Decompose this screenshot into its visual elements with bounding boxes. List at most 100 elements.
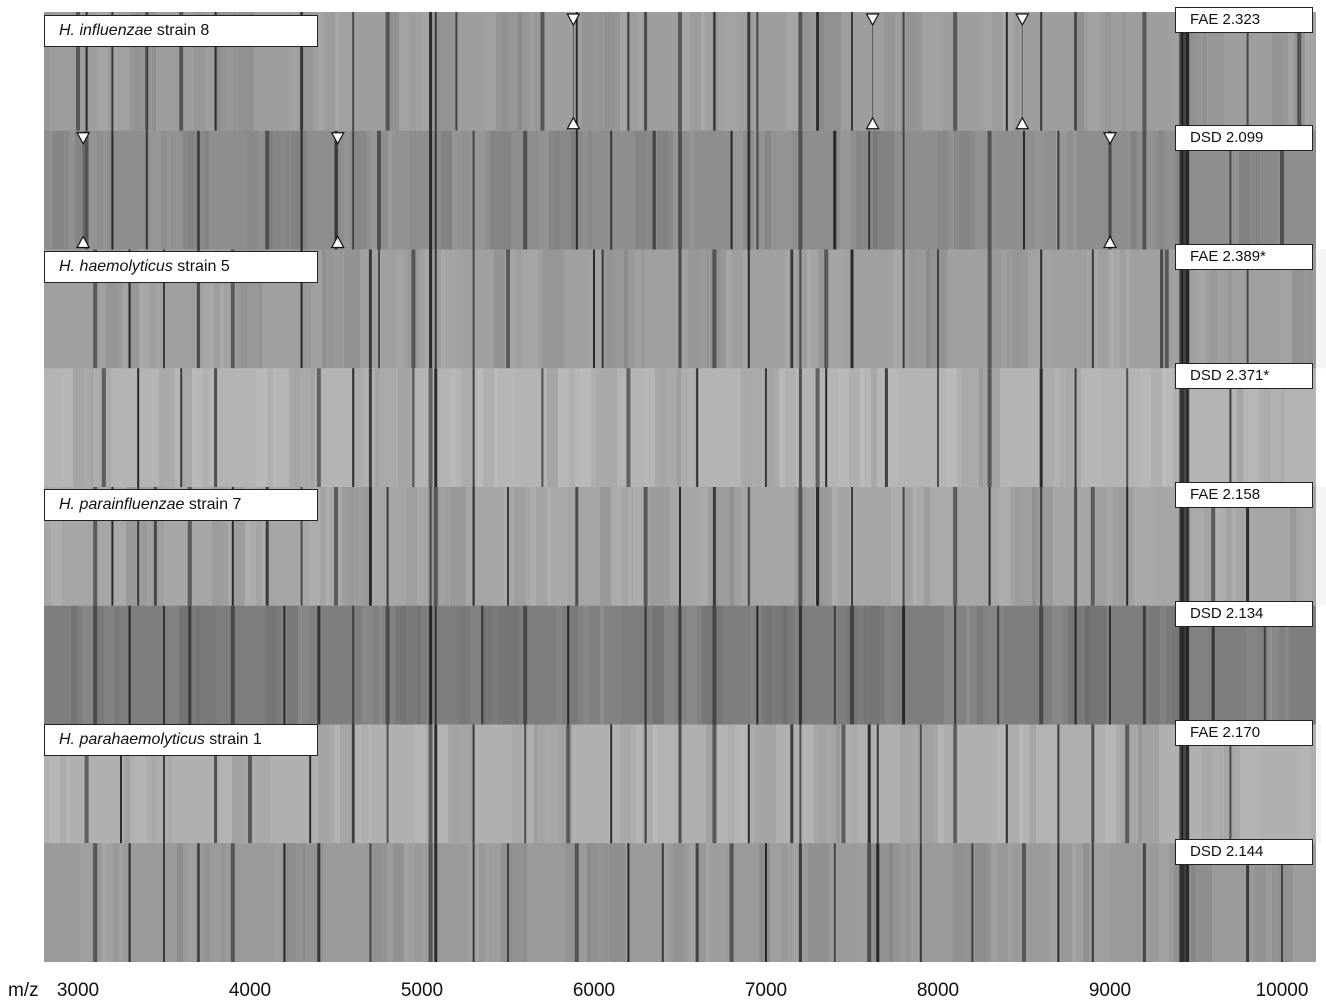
lane-texture: [600, 487, 611, 606]
peak-line: [627, 843, 630, 962]
peak-line: [101, 368, 106, 487]
lane-texture: [924, 487, 930, 606]
lane-texture: [1301, 487, 1317, 606]
peak-line: [368, 368, 372, 487]
lane-texture: [626, 12, 637, 131]
peak-line: [1281, 843, 1283, 962]
peak-line: [1297, 12, 1302, 131]
lane-texture: [1160, 605, 1166, 725]
lane-texture: [847, 724, 853, 844]
lane-texture: [761, 605, 787, 725]
lane-texture: [1250, 130, 1256, 250]
lane-texture: [450, 487, 466, 606]
x-axis-label: m/z: [8, 980, 39, 1001]
peak-line: [472, 724, 475, 844]
lane-texture: [494, 249, 505, 369]
peak-line: [1211, 605, 1215, 725]
peak-line: [187, 487, 192, 606]
lane-texture: [814, 724, 840, 844]
lane-texture: [375, 368, 396, 487]
lane-texture: [880, 605, 906, 725]
peak-line: [283, 605, 286, 725]
lane-texture: [981, 12, 1007, 131]
lane-texture: [44, 12, 50, 131]
lane-texture: [1067, 130, 1073, 250]
lane-texture: [291, 12, 297, 131]
lane-texture: [818, 249, 824, 369]
lane-texture: [697, 605, 723, 725]
marker-triangle-down: [1102, 132, 1118, 146]
lane-texture: [190, 605, 196, 725]
lane-texture: [1213, 724, 1219, 844]
lane-texture: [849, 368, 860, 487]
peak-line: [300, 249, 303, 369]
lane-texture: [201, 605, 217, 725]
peak-line: [283, 843, 286, 962]
lane-texture: [1186, 12, 1207, 131]
peak-line: [824, 249, 829, 369]
lane-texture: [80, 843, 106, 962]
peak-line: [137, 368, 140, 487]
lane-texture: [1008, 724, 1019, 844]
peak-line: [128, 249, 131, 369]
lane-texture: [664, 605, 685, 725]
marker-triangle-up: [865, 116, 880, 130]
lane-texture: [697, 487, 713, 606]
lane-texture: [300, 368, 311, 487]
lane-texture: [320, 487, 326, 606]
peak-line: [351, 724, 355, 844]
peak-line: [695, 843, 699, 962]
lane-texture: [437, 724, 453, 844]
lane-texture: [289, 368, 315, 487]
peak-line: [163, 605, 165, 725]
peak-line: [429, 12, 433, 131]
lane-texture: [990, 249, 1011, 369]
peak-line: [411, 249, 416, 369]
peak-line: [93, 249, 98, 369]
lane-texture: [527, 249, 543, 369]
peak-line: [884, 368, 888, 487]
peak-line: [643, 487, 648, 606]
lane-texture: [1083, 843, 1089, 962]
lane-texture: [657, 130, 673, 250]
peak-line: [644, 605, 647, 725]
lane-texture: [900, 724, 921, 844]
peak-line: [179, 12, 184, 131]
x-tick-label-9000: 9000: [1088, 980, 1132, 1001]
lane-texture: [1109, 249, 1130, 369]
markers-layer: [76, 13, 1118, 249]
lane-texture: [964, 843, 970, 962]
peak-line: [790, 249, 794, 369]
lane-texture: [869, 605, 885, 725]
lane-texture: [406, 487, 432, 606]
lane-texture: [1305, 12, 1326, 131]
peak-line: [1142, 605, 1146, 725]
peak-line: [850, 605, 854, 725]
lane-texture: [192, 368, 213, 487]
lane-texture: [307, 843, 323, 962]
lane-texture: [1314, 249, 1326, 369]
peak-line: [317, 843, 321, 962]
lane-texture: [1061, 843, 1072, 962]
peak-line: [1090, 487, 1095, 606]
lane-texture: [576, 843, 587, 962]
lane-texture: [871, 368, 877, 487]
peak-line: [120, 724, 122, 844]
lane-texture: [1255, 843, 1276, 962]
lane-texture: [507, 12, 518, 131]
lane-texture: [690, 12, 701, 131]
lane-texture: [653, 724, 674, 844]
lane-texture: [490, 843, 506, 962]
lane-texture: [84, 368, 90, 487]
lane-texture: [587, 843, 608, 962]
peak-line: [1022, 843, 1026, 962]
peak-line: [798, 368, 802, 487]
lane-texture: [296, 843, 302, 962]
marker-triangle-up: [566, 116, 581, 130]
lane-texture: [937, 130, 958, 250]
peak-line: [386, 724, 389, 844]
lane-texture: [505, 249, 526, 369]
lane-texture: [177, 843, 183, 962]
peak-line: [815, 368, 820, 487]
